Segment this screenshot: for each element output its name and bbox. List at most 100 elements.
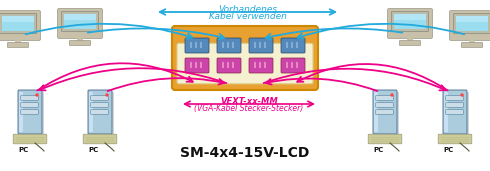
FancyBboxPatch shape — [20, 92, 44, 136]
FancyBboxPatch shape — [90, 92, 114, 136]
FancyBboxPatch shape — [445, 92, 469, 136]
Bar — [259, 42, 261, 48]
Bar — [2, 16, 34, 31]
Bar — [16, 139, 44, 140]
FancyBboxPatch shape — [249, 38, 273, 53]
FancyBboxPatch shape — [88, 90, 112, 134]
Text: PC: PC — [88, 147, 98, 153]
Bar — [200, 62, 202, 68]
FancyBboxPatch shape — [399, 41, 420, 45]
Bar — [16, 136, 44, 137]
FancyBboxPatch shape — [443, 90, 467, 134]
FancyBboxPatch shape — [91, 110, 108, 114]
Bar — [232, 42, 234, 48]
Circle shape — [461, 94, 463, 96]
Bar — [394, 14, 426, 29]
FancyBboxPatch shape — [281, 58, 305, 73]
Bar — [2, 16, 34, 22]
Bar — [394, 14, 426, 20]
Bar — [227, 42, 229, 48]
Bar — [441, 139, 469, 140]
Bar — [456, 16, 488, 31]
Bar — [371, 136, 399, 137]
FancyBboxPatch shape — [185, 58, 209, 73]
Bar — [259, 62, 261, 68]
FancyBboxPatch shape — [172, 26, 318, 90]
FancyBboxPatch shape — [21, 110, 38, 114]
FancyBboxPatch shape — [83, 134, 117, 144]
Text: Kabel verwenden: Kabel verwenden — [209, 12, 287, 21]
FancyBboxPatch shape — [91, 96, 108, 100]
FancyBboxPatch shape — [281, 38, 305, 53]
Bar — [190, 42, 192, 48]
FancyBboxPatch shape — [446, 110, 464, 114]
Circle shape — [36, 94, 38, 96]
FancyBboxPatch shape — [21, 96, 38, 100]
FancyBboxPatch shape — [0, 10, 41, 41]
Bar — [444, 92, 448, 132]
Text: VEXT-xx-MM: VEXT-xx-MM — [220, 97, 278, 106]
Bar — [64, 14, 96, 20]
Bar — [222, 62, 224, 68]
FancyBboxPatch shape — [177, 43, 313, 84]
Bar — [232, 62, 234, 68]
Bar — [222, 42, 224, 48]
Bar — [286, 62, 288, 68]
Text: PC: PC — [373, 147, 383, 153]
Bar — [64, 14, 96, 29]
Text: (VGA-Kabel Stecker-Stecker): (VGA-Kabel Stecker-Stecker) — [195, 104, 304, 113]
FancyBboxPatch shape — [376, 103, 393, 107]
Bar — [264, 62, 266, 68]
Bar — [195, 62, 197, 68]
FancyBboxPatch shape — [57, 9, 102, 38]
FancyBboxPatch shape — [368, 134, 402, 144]
FancyBboxPatch shape — [446, 103, 464, 107]
Bar — [77, 37, 83, 41]
Text: Vorhandenes: Vorhandenes — [219, 5, 277, 14]
FancyBboxPatch shape — [91, 103, 108, 107]
FancyBboxPatch shape — [0, 14, 36, 34]
FancyBboxPatch shape — [249, 58, 273, 73]
FancyBboxPatch shape — [217, 38, 241, 53]
Bar — [15, 39, 21, 43]
FancyBboxPatch shape — [62, 11, 98, 31]
FancyBboxPatch shape — [185, 38, 209, 53]
FancyBboxPatch shape — [388, 9, 433, 38]
Bar — [291, 42, 293, 48]
FancyBboxPatch shape — [18, 90, 42, 134]
Bar — [19, 92, 23, 132]
FancyBboxPatch shape — [217, 58, 241, 73]
FancyBboxPatch shape — [449, 10, 490, 41]
Bar — [371, 139, 399, 140]
Circle shape — [391, 94, 393, 96]
FancyBboxPatch shape — [438, 134, 472, 144]
Bar — [86, 136, 114, 137]
Bar — [374, 92, 378, 132]
FancyBboxPatch shape — [392, 11, 428, 31]
Bar — [254, 42, 256, 48]
Text: PC: PC — [18, 147, 28, 153]
Bar — [227, 62, 229, 68]
Bar — [407, 37, 413, 41]
Bar — [89, 92, 93, 132]
FancyBboxPatch shape — [376, 96, 393, 100]
Bar — [296, 42, 298, 48]
Bar — [86, 139, 114, 140]
Bar — [291, 62, 293, 68]
FancyBboxPatch shape — [462, 43, 483, 48]
Bar — [469, 39, 475, 43]
FancyBboxPatch shape — [376, 110, 393, 114]
FancyBboxPatch shape — [446, 96, 464, 100]
Bar — [195, 42, 197, 48]
Circle shape — [106, 94, 108, 96]
FancyBboxPatch shape — [375, 92, 399, 136]
FancyBboxPatch shape — [373, 90, 397, 134]
FancyBboxPatch shape — [454, 14, 490, 34]
Bar — [264, 42, 266, 48]
Text: PC: PC — [443, 147, 453, 153]
Bar — [286, 42, 288, 48]
FancyBboxPatch shape — [21, 103, 38, 107]
Bar — [456, 16, 488, 22]
FancyBboxPatch shape — [13, 134, 47, 144]
Bar — [190, 62, 192, 68]
